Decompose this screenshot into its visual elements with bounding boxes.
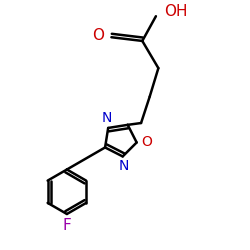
Text: F: F (62, 218, 71, 233)
Text: N: N (119, 160, 129, 173)
Text: OH: OH (164, 4, 188, 19)
Text: O: O (92, 28, 104, 44)
Text: N: N (102, 112, 112, 126)
Text: O: O (141, 136, 152, 149)
